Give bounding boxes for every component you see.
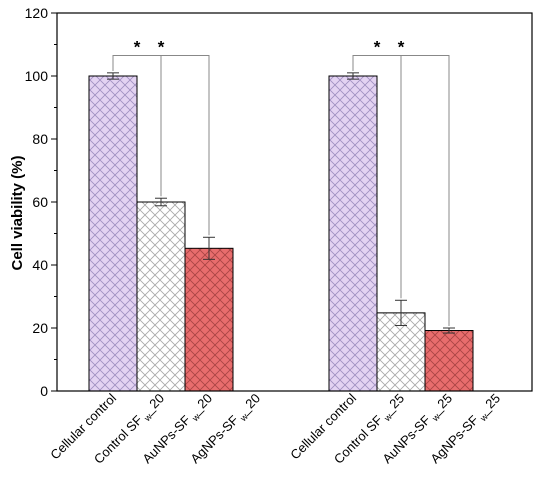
significance-bracket: [352, 55, 450, 326]
significance-star: *: [374, 38, 381, 57]
y-tick-label: 20: [32, 320, 48, 336]
y-tick-label: 100: [25, 68, 49, 84]
error-bars-layer: [107, 72, 455, 334]
bar: [88, 75, 138, 392]
bars-layer: [88, 75, 474, 392]
y-tick-label: 40: [32, 257, 48, 273]
error-bar: [395, 299, 407, 326]
error-bar: [443, 327, 455, 334]
significance-star: *: [158, 38, 165, 57]
significance-bracket: [112, 55, 210, 236]
error-bar: [107, 72, 119, 80]
axes-layer: 0 20 40 60 80 100 120: [25, 5, 533, 399]
y-tick-label: 60: [32, 194, 48, 210]
y-tick-label: 120: [25, 5, 49, 21]
bar: [328, 75, 378, 392]
y-axis-label: Cell viability (%): [9, 155, 26, 270]
bar: [184, 247, 234, 392]
bar: [424, 330, 474, 392]
error-bar: [155, 197, 167, 207]
y-tick-label: 80: [32, 131, 48, 147]
y-tick-label: 0: [40, 383, 48, 399]
significance-brackets-layer: * * * *: [112, 38, 450, 326]
bar: [136, 201, 186, 392]
significance-star: *: [398, 38, 405, 57]
error-bar: [203, 236, 215, 260]
error-bar: [347, 72, 359, 80]
significance-star: *: [134, 38, 141, 57]
